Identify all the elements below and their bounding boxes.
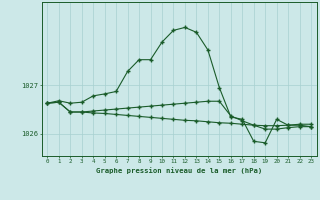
X-axis label: Graphe pression niveau de la mer (hPa): Graphe pression niveau de la mer (hPa)	[96, 167, 262, 174]
